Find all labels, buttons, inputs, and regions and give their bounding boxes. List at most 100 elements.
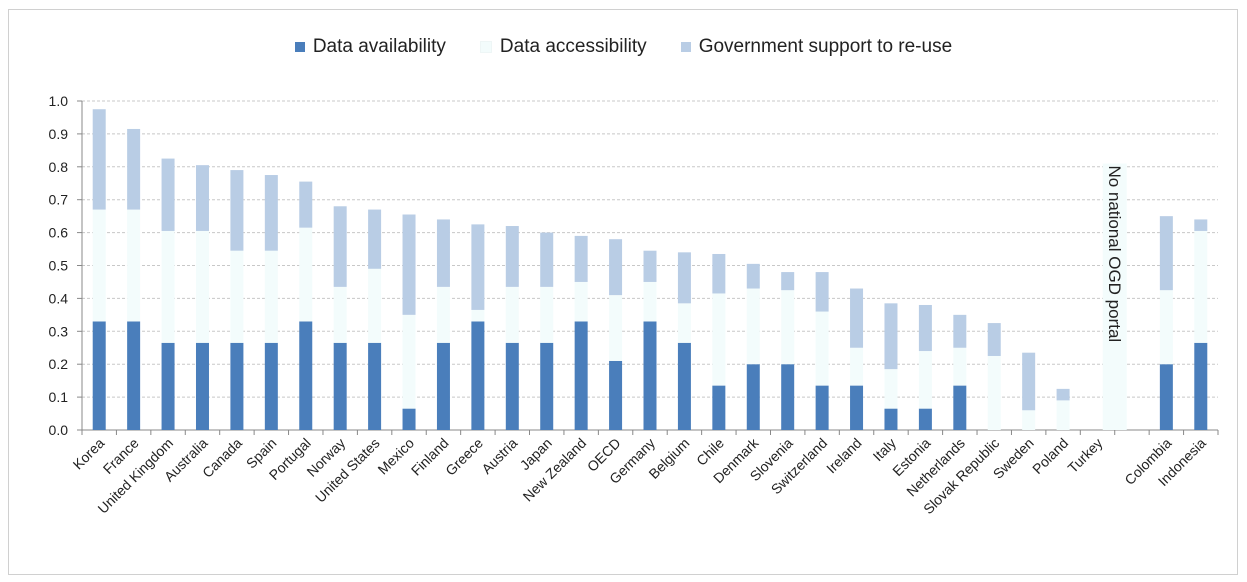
bar-segment — [368, 342, 382, 430]
bar-segment — [436, 219, 450, 287]
bar-segment — [850, 288, 864, 348]
bar-segment — [987, 323, 1001, 356]
bar-segment — [1194, 342, 1208, 430]
legend-label-accessibility: Data accessibility — [499, 36, 647, 57]
legend-swatch-accessibility — [479, 41, 492, 53]
bar-segment — [505, 342, 519, 430]
legend-item-accessibility: Data accessibility — [479, 36, 647, 58]
y-tick-label: 0.3 — [49, 323, 69, 339]
bar-segment — [505, 286, 519, 343]
bar-segment — [299, 181, 313, 228]
bar-segment — [161, 342, 175, 430]
bar-segment — [1056, 388, 1070, 401]
y-tick-label: 0.7 — [49, 192, 69, 208]
x-category-label: Austria — [478, 435, 520, 477]
bar-segment — [815, 311, 829, 386]
y-tick-label: 0.4 — [49, 290, 69, 306]
bar-segment — [987, 355, 1001, 430]
no-portal-box — [1102, 163, 1127, 430]
bar-segment — [402, 314, 416, 409]
bar-segment — [195, 165, 209, 231]
bar-segment — [436, 286, 450, 343]
bar-segment — [712, 253, 726, 294]
legend-label-government-support: Government support to re-use — [698, 36, 953, 57]
y-tick-label: 0.9 — [49, 126, 69, 142]
bar-segment — [884, 369, 898, 409]
bar-segment — [781, 290, 795, 365]
bar-segment — [127, 321, 141, 430]
y-tick-label: 0.8 — [49, 159, 69, 175]
y-tick-label: 0.2 — [49, 356, 69, 372]
bar-segment — [299, 321, 313, 430]
bar-segment — [746, 364, 760, 430]
bar-segment — [574, 321, 588, 430]
bar-segment — [1056, 400, 1070, 430]
bar-segment — [609, 360, 623, 430]
bar-segment — [574, 235, 588, 282]
x-category-label: Turkey — [1064, 435, 1105, 476]
x-category-label: Finland — [408, 435, 452, 479]
bar-segment — [746, 288, 760, 365]
bar-segment — [918, 408, 932, 430]
chart-frame — [8, 9, 1238, 575]
bar-segment — [677, 303, 691, 343]
no-portal-note: No national OGD portal — [1105, 166, 1124, 343]
bar-segment — [643, 321, 657, 430]
bar-segment — [471, 309, 485, 322]
legend-swatch-government-support — [680, 42, 691, 52]
bar-segment — [333, 286, 347, 343]
bar-segment — [884, 408, 898, 430]
bar-segment — [815, 385, 829, 430]
bar-segment — [92, 209, 106, 322]
bar-segment — [127, 128, 141, 210]
bar-segment — [540, 232, 554, 287]
y-tick-label: 0.5 — [49, 258, 69, 274]
bar-segment — [884, 303, 898, 370]
bar-segment — [264, 250, 278, 343]
bar-segment — [643, 281, 657, 322]
y-tick-label: 0.1 — [49, 389, 69, 405]
bar-segment — [1159, 290, 1173, 365]
bar-segment — [1194, 219, 1208, 231]
bar-segment — [1022, 352, 1036, 411]
bar-segment — [918, 304, 932, 352]
bar-segment — [643, 250, 657, 282]
x-category-label: Poland — [1029, 435, 1071, 477]
bar-segment — [92, 321, 106, 430]
bar-segment — [230, 170, 244, 251]
y-tick-label: 0.6 — [49, 225, 69, 241]
bar-segment — [471, 321, 485, 430]
bar-segment — [1022, 410, 1036, 430]
legend-item-availability: Data availability — [294, 36, 446, 58]
bar-segment — [953, 347, 967, 386]
legend-swatch-availability — [294, 42, 305, 52]
bar-segment — [1159, 216, 1173, 291]
bar-segment — [161, 230, 175, 343]
bar-segment — [850, 347, 864, 386]
bar-segment — [299, 227, 313, 322]
legend-label-availability: Data availability — [312, 36, 446, 57]
bar-segment — [540, 342, 554, 430]
bar-segment — [712, 385, 726, 430]
bar-segment — [953, 314, 967, 348]
bar-segment — [195, 342, 209, 430]
bar-segment — [368, 209, 382, 269]
bar-segment — [540, 286, 554, 343]
bar-segment — [333, 206, 347, 287]
bar-segment — [333, 342, 347, 430]
bar-segment — [574, 281, 588, 322]
x-category-label: Ireland — [823, 435, 865, 477]
bar-segment — [436, 342, 450, 430]
bar-segment — [195, 230, 209, 343]
bar-segment — [815, 272, 829, 312]
bar-segment — [230, 342, 244, 430]
bar-segment — [712, 293, 726, 386]
bar-segment — [609, 239, 623, 296]
bar-segment — [264, 175, 278, 251]
bar-segment — [368, 268, 382, 343]
bar-segment — [402, 408, 416, 430]
y-tick-label: 0.0 — [49, 422, 69, 438]
x-category-label: Greece — [442, 435, 486, 479]
bar-segment — [677, 342, 691, 430]
bar-segment — [161, 158, 175, 231]
